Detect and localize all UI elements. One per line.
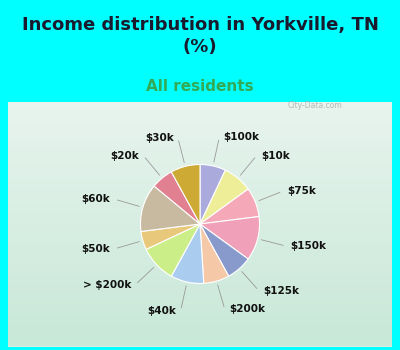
Wedge shape: [171, 164, 200, 224]
Text: $150k: $150k: [290, 241, 326, 251]
Wedge shape: [200, 217, 260, 259]
Text: $50k: $50k: [82, 244, 110, 254]
Wedge shape: [141, 224, 200, 249]
Wedge shape: [200, 189, 259, 224]
Text: $30k: $30k: [145, 133, 174, 143]
Text: $200k: $200k: [229, 304, 265, 314]
Text: City-Data.com: City-Data.com: [288, 102, 343, 111]
Text: Income distribution in Yorkville, TN
(%): Income distribution in Yorkville, TN (%): [22, 16, 378, 56]
Wedge shape: [171, 224, 204, 284]
Text: $10k: $10k: [261, 150, 290, 161]
Text: > $200k: > $200k: [83, 280, 131, 290]
Wedge shape: [200, 224, 229, 284]
Wedge shape: [200, 170, 248, 224]
Text: $75k: $75k: [287, 186, 316, 196]
Text: $40k: $40k: [148, 306, 176, 316]
Text: All residents: All residents: [146, 79, 254, 94]
Wedge shape: [146, 224, 200, 276]
Text: $20k: $20k: [110, 150, 139, 161]
Wedge shape: [200, 164, 225, 224]
Text: $60k: $60k: [82, 194, 110, 204]
Wedge shape: [200, 224, 248, 276]
Text: $125k: $125k: [263, 286, 299, 295]
Text: $100k: $100k: [224, 132, 260, 142]
Wedge shape: [154, 172, 200, 224]
Wedge shape: [140, 186, 200, 231]
